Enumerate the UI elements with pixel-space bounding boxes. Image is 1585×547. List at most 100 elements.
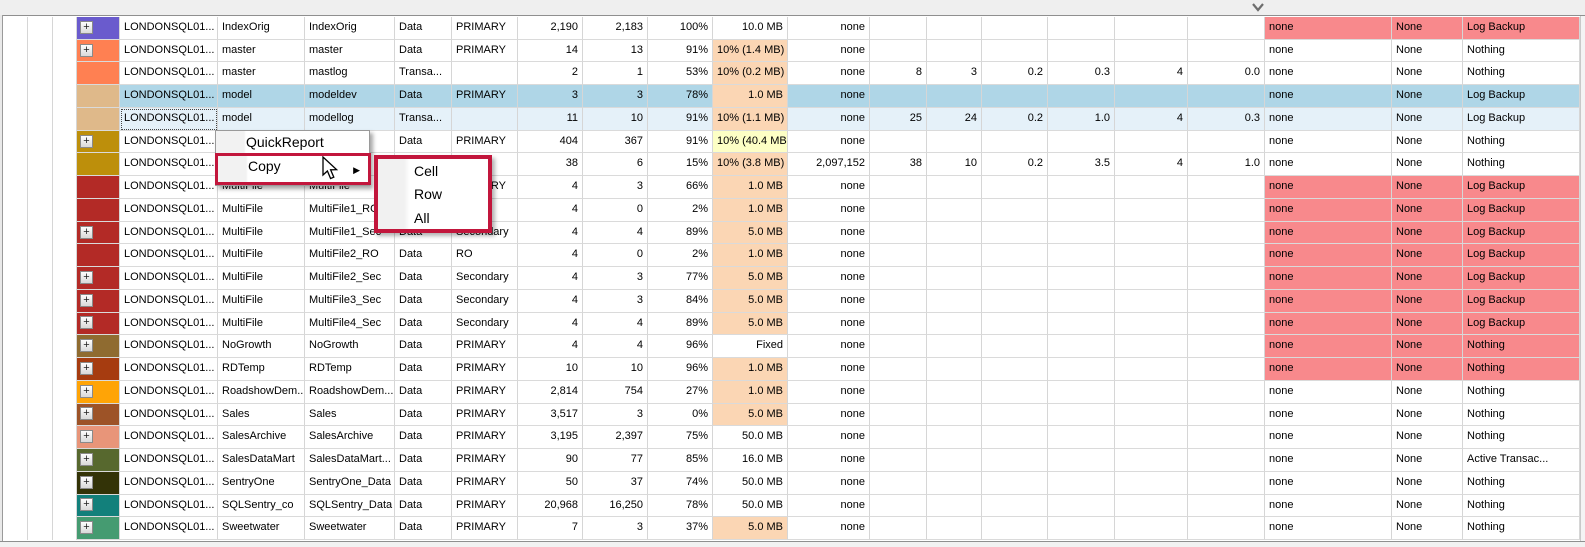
cell-n3[interactable] [1048,244,1115,268]
cell-file[interactable]: Sweetwater [305,517,395,540]
submenu-item-cell[interactable]: Cell [414,163,439,179]
cell-n4[interactable] [1115,267,1188,290]
cell-n5[interactable] [1188,39,1265,63]
cell-max[interactable]: none [788,335,870,359]
cell-m1[interactable]: none [1265,358,1392,381]
cell-n0[interactable] [870,358,927,381]
cell-size[interactable]: 2,814 [518,380,583,404]
cell-fg[interactable]: PRIMARY [452,471,518,495]
cell-max[interactable]: none [788,289,870,313]
expand-button[interactable]: + [80,20,93,34]
cell-used[interactable]: 77 [583,449,648,472]
cell-type[interactable]: Data [395,130,452,154]
cell-m3[interactable]: Nothing [1463,403,1580,427]
cell-file[interactable]: RoadshowDem... [305,380,395,404]
cell-max[interactable]: none [788,176,870,199]
cell-size[interactable]: 11 [518,107,583,131]
cell-n4[interactable] [1115,517,1188,540]
cell-type[interactable]: Data [395,17,452,40]
menu-item-quickreport[interactable]: QuickReport [246,134,324,150]
cell-n2[interactable] [982,39,1048,63]
cell-type[interactable]: Data [395,471,452,495]
cell-n5[interactable] [1188,426,1265,450]
cell-fg[interactable]: PRIMARY [452,17,518,40]
cell-m2[interactable]: None [1392,335,1463,359]
cell-m3[interactable]: Nothing [1463,130,1580,154]
cell-n3[interactable] [1048,221,1115,245]
cell-n4[interactable] [1115,380,1188,404]
cell-grow[interactable]: 50.0 MB [713,426,788,450]
cell-n0[interactable] [870,403,927,427]
cell-size[interactable]: 3,195 [518,426,583,450]
cell-n1[interactable]: 24 [927,107,982,131]
cell-max[interactable]: none [788,403,870,427]
cell-n0[interactable] [870,471,927,495]
cell-n3[interactable] [1048,17,1115,40]
cell-m1[interactable]: none [1265,176,1392,199]
cell-file[interactable]: mastlog [305,62,395,86]
cell-m3[interactable]: Log Backup [1463,17,1580,40]
cell-m1[interactable]: none [1265,85,1392,108]
cell-m2[interactable]: None [1392,449,1463,472]
cell-n3[interactable] [1048,130,1115,154]
cell-size[interactable]: 4 [518,176,583,199]
cell-server[interactable]: LONDONSQL01... [120,403,218,427]
cell-size[interactable]: 4 [518,289,583,313]
cell-n5[interactable] [1188,335,1265,359]
cell-m2[interactable]: None [1392,517,1463,540]
cell-m1[interactable]: none [1265,289,1392,313]
cell-max[interactable]: none [788,312,870,336]
cell-n3[interactable]: 0.3 [1048,62,1115,86]
cell-pct[interactable]: 2% [648,244,713,268]
cell-pct[interactable]: 91% [648,130,713,154]
cell-db[interactable]: master [218,39,305,63]
cell-n5[interactable] [1188,403,1265,427]
cell-m1[interactable]: none [1265,130,1392,154]
cell-fg[interactable]: PRIMARY [452,517,518,540]
cell-used[interactable]: 2,183 [583,17,648,40]
cell-m2[interactable]: None [1392,62,1463,86]
cell-file[interactable]: RDTemp [305,358,395,381]
cell-m2[interactable]: None [1392,312,1463,336]
cell-n3[interactable] [1048,312,1115,336]
expand-button[interactable]: + [80,270,93,284]
cell-fg[interactable]: Secondary [452,267,518,290]
cell-m1[interactable]: none [1265,517,1392,540]
cell-server[interactable]: LONDONSQL01... [120,335,218,359]
cell-used[interactable]: 4 [583,335,648,359]
cell-m3[interactable]: Nothing [1463,39,1580,63]
cell-n0[interactable]: 25 [870,107,927,131]
cell-n5[interactable] [1188,449,1265,472]
top-scroll-strip[interactable] [0,0,1585,16]
cell-pct[interactable]: 91% [648,107,713,131]
cell-m3[interactable]: Log Backup [1463,198,1580,222]
cell-fg[interactable]: RO [452,244,518,268]
cell-m3[interactable]: Log Backup [1463,244,1580,268]
cell-n3[interactable] [1048,471,1115,495]
cell-size[interactable]: 4 [518,267,583,290]
cell-grow[interactable]: 1.0 MB [713,358,788,381]
cell-m3[interactable]: Nothing [1463,494,1580,518]
cell-m3[interactable]: Nothing [1463,335,1580,359]
cell-n4[interactable] [1115,244,1188,268]
cell-m1[interactable]: none [1265,39,1392,63]
expand-button[interactable]: + [80,430,93,444]
cell-n2[interactable] [982,380,1048,404]
cell-type[interactable]: Data [395,358,452,381]
cell-file[interactable]: SalesArchive [305,426,395,450]
cell-m3[interactable]: Nothing [1463,426,1580,450]
cell-n3[interactable] [1048,380,1115,404]
cell-n3[interactable] [1048,335,1115,359]
cell-n2[interactable] [982,17,1048,40]
cell-fg[interactable]: PRIMARY [452,85,518,108]
cell-m2[interactable]: None [1392,426,1463,450]
cell-m3[interactable]: Nothing [1463,153,1580,177]
cell-n4[interactable] [1115,403,1188,427]
cell-size[interactable]: 3,517 [518,403,583,427]
cell-type[interactable]: Data [395,267,452,290]
cell-type[interactable]: Transa... [395,62,452,86]
cell-used[interactable]: 367 [583,130,648,154]
cell-pct[interactable]: 96% [648,335,713,359]
cell-used[interactable]: 3 [583,289,648,313]
cell-n2[interactable] [982,289,1048,313]
